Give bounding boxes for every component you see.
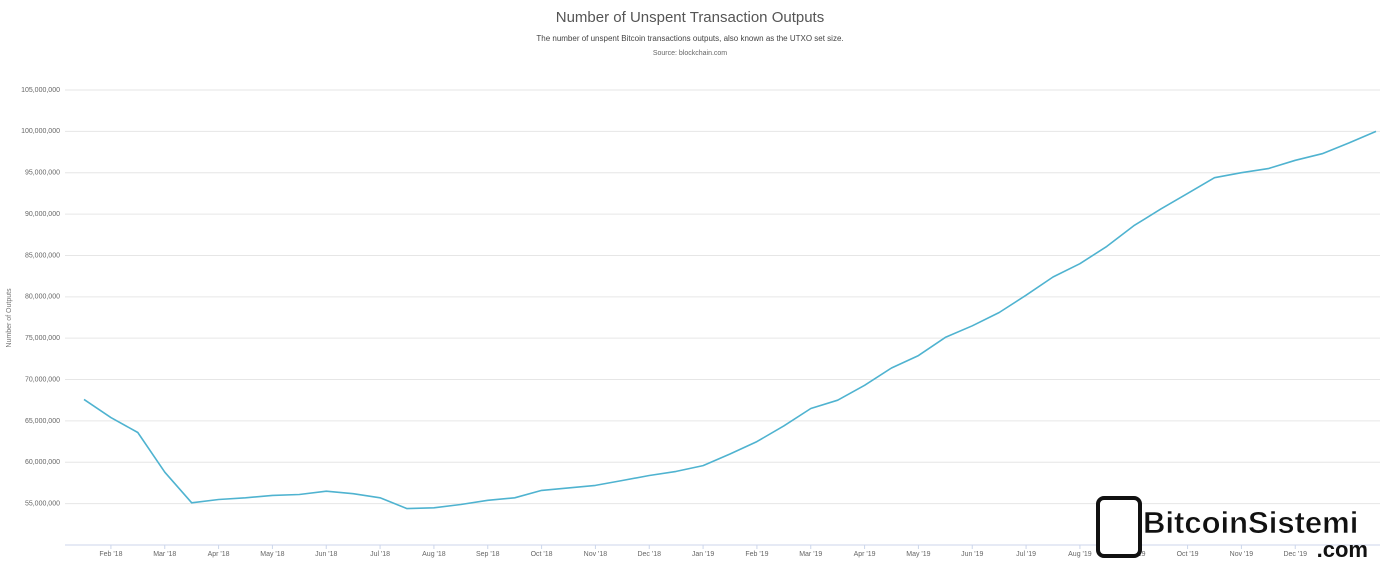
y-tick-label: 105,000,000 [21,87,60,94]
watermark-logo [1096,496,1142,558]
x-tick-label: Oct '19 [1177,551,1199,558]
y-tick-label: 65,000,000 [25,418,60,425]
chart-title: Number of Unspent Transaction Outputs [556,9,824,26]
x-tick-label: Aug '19 [1068,551,1092,558]
x-tick-label: Jan '19 [692,551,714,558]
y-tick-label: 85,000,000 [25,252,60,259]
x-tick-label: Mar '19 [799,551,822,558]
chart-source: Source: blockchain.com [653,50,727,57]
x-tick-label: Feb '19 [745,551,768,558]
y-tick-label: 70,000,000 [25,376,60,383]
x-tick-label: Jul '19 [1016,551,1036,558]
chart-subtitle: The number of unspent Bitcoin transactio… [536,34,843,43]
y-tick-label: 95,000,000 [25,170,60,177]
y-tick-label: 90,000,000 [25,211,60,218]
x-tick-label: Jul '18 [370,551,390,558]
x-tick-label: Mar '18 [153,551,176,558]
x-tick-label: Jun '19 [961,551,983,558]
x-tick-label: Dec '19 [1283,551,1307,558]
x-tick-label: Sep '18 [476,551,500,558]
x-tick-label: May '18 [260,551,284,558]
y-tick-label: 60,000,000 [25,459,60,466]
x-tick-label: Oct '18 [531,551,553,558]
watermark-text: BitcoinSistemi [1143,505,1358,540]
x-tick-label: Nov '18 [584,551,608,558]
x-tick-label: Apr '19 [854,551,876,558]
x-tick-label: May '19 [906,551,930,558]
x-tick-label: Apr '18 [208,551,230,558]
watermark-suffix: .com [1317,537,1368,562]
x-tick-label: Aug '18 [422,551,446,558]
x-tick-label: Nov '19 [1230,551,1254,558]
y-axis-label: Number of Outputs [6,288,13,348]
x-tick-label: Dec '18 [637,551,661,558]
y-tick-label: 100,000,000 [21,128,60,135]
x-tick-label: Feb '18 [99,551,122,558]
watermark: BitcoinSistemi.com [1096,496,1368,562]
y-tick-label: 55,000,000 [25,500,60,507]
y-tick-label: 75,000,000 [25,335,60,342]
data-line [83,130,1377,510]
x-tick-label: Jun '18 [315,551,337,558]
y-tick-label: 80,000,000 [25,294,60,301]
